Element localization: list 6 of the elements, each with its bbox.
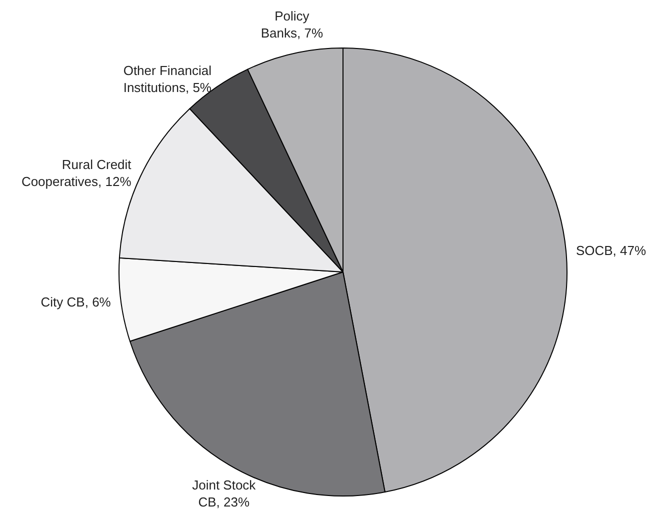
slice-label: Rural Credit Cooperatives, 12% — [21, 156, 132, 189]
slice-label: Other Financial Institutions, 5% — [123, 62, 212, 95]
slice-label: Joint Stock CB, 23% — [192, 477, 256, 510]
slice-label: SOCB, 47% — [576, 242, 646, 258]
slice-label: City CB, 6% — [40, 294, 112, 310]
slice-label: Policy Banks, 7% — [260, 8, 324, 41]
